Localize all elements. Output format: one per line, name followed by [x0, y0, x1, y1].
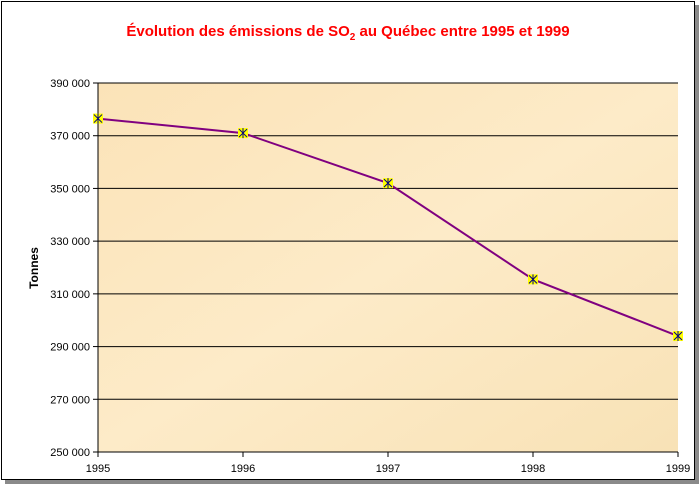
x-tick-label: 1996 [231, 463, 255, 475]
series-group [93, 113, 683, 342]
data-point [673, 331, 683, 342]
data-point [238, 128, 248, 139]
y-tick-label: 310 000 [50, 289, 90, 301]
chart-title: Évolution des émissions de SO2 au Québec… [126, 23, 569, 43]
x-tick-label: 1999 [666, 463, 690, 475]
y-tick-label: 250 000 [50, 447, 90, 459]
y-tick-label: 350 000 [50, 183, 90, 195]
marker-cross [93, 113, 103, 124]
gridlines [98, 82, 678, 400]
data-point [528, 274, 538, 285]
y-tick-labels: 250 000 270 000 290 000 310 000 330 000 350 0… [50, 78, 90, 459]
x-tick-label: 1995 [86, 463, 110, 475]
y-tick-label: 370 000 [50, 131, 90, 143]
marker-cross [528, 274, 538, 285]
marker-cross [383, 178, 393, 189]
y-tick-label: 290 000 [50, 342, 90, 354]
axes [93, 82, 679, 457]
x-tick-label: 1997 [376, 463, 400, 475]
y-axis-label: Tonnes [27, 247, 41, 289]
plot-area [98, 83, 678, 452]
x-tick-label: 1998 [521, 463, 545, 475]
marker-cross [673, 331, 683, 342]
y-tick-label: 330 000 [50, 236, 90, 248]
chart-frame: Évolution des émissions de SO2 au Québec… [1, 1, 695, 480]
chart-svg: Évolution des émissions de SO2 au Québec… [27, 23, 690, 475]
data-point [383, 178, 393, 189]
y-tick-label: 270 000 [50, 394, 90, 406]
y-tick-label: 390 000 [50, 78, 90, 90]
x-tick-labels: 1995 1996 1997 1998 1999 [86, 463, 690, 475]
marker-cross [238, 128, 248, 139]
data-point [93, 113, 103, 124]
